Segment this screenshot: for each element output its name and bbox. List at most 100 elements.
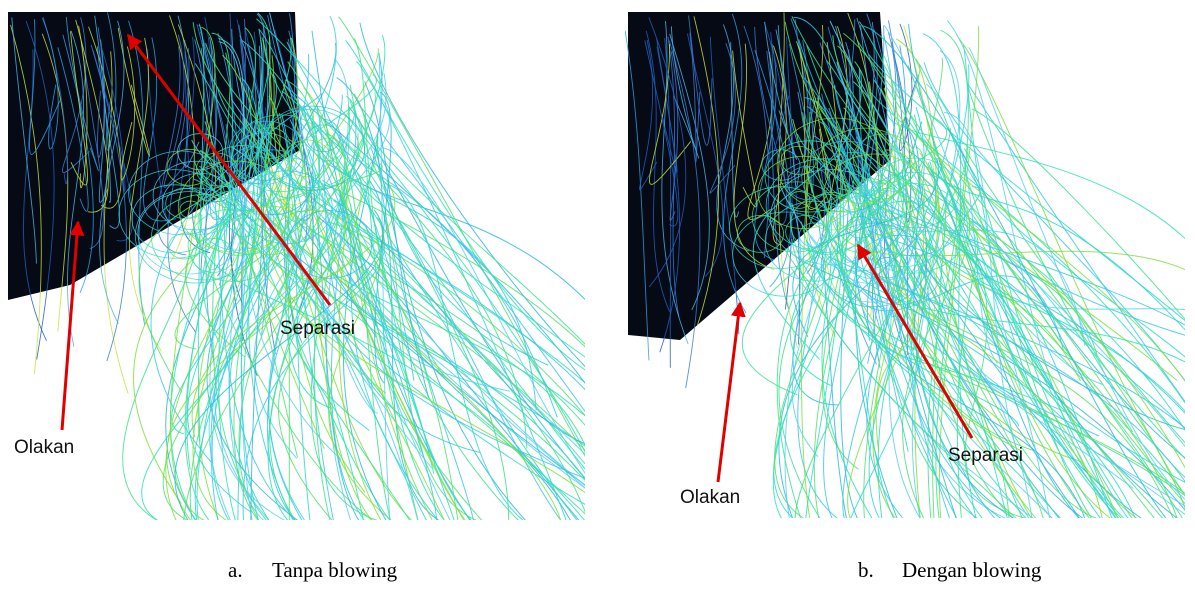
streamline [868, 54, 1185, 322]
streamline [688, 15, 713, 146]
streamline [852, 133, 916, 184]
streamline [754, 49, 792, 288]
streamline [649, 43, 692, 185]
streamline [191, 139, 585, 489]
streamline [120, 46, 136, 181]
streamline [232, 217, 257, 237]
streamline [813, 64, 921, 518]
streamline [211, 15, 337, 520]
streamline [80, 41, 104, 250]
streamline [807, 192, 856, 231]
streamline [639, 39, 658, 190]
streamline [259, 105, 366, 191]
streamline [187, 184, 255, 513]
streamline [828, 107, 1080, 518]
streamline [823, 153, 926, 236]
captions: a. Tanpa blowing b. Dengan blowing [228, 558, 1042, 582]
streamline [364, 81, 430, 398]
streamline [156, 46, 187, 256]
streamline [244, 142, 585, 451]
streamline [956, 247, 1129, 518]
streamline [877, 167, 1185, 431]
streamline [217, 32, 239, 172]
streamline [648, 17, 687, 288]
streamline [883, 24, 1051, 518]
streamline [75, 19, 109, 213]
streamline [837, 264, 1007, 518]
streamline [183, 133, 359, 520]
streamline [723, 13, 747, 314]
streamline [801, 140, 891, 213]
annotation: Olakan [680, 487, 740, 508]
streamline [267, 210, 290, 520]
streamline [197, 24, 205, 442]
streamline [196, 86, 252, 520]
streamline [777, 25, 807, 157]
streamline [871, 180, 896, 200]
streamline [773, 177, 901, 518]
streamline [754, 43, 777, 261]
streamline [230, 146, 278, 185]
streamline [854, 234, 943, 305]
streamline [791, 158, 832, 457]
streamline [218, 41, 253, 520]
caption: Tanpa blowing [272, 558, 398, 582]
streamline [860, 171, 966, 257]
streamline [118, 169, 231, 259]
annotation: Separasi [280, 318, 355, 339]
streamline [874, 256, 901, 279]
streamline [232, 114, 330, 193]
streamline [269, 36, 290, 213]
caption-label: a. [228, 558, 243, 582]
streamline [786, 36, 801, 345]
streamline [971, 108, 1185, 321]
streamline [829, 20, 1104, 386]
streamline [240, 28, 263, 520]
streamline [306, 124, 341, 152]
streamline [138, 123, 264, 393]
streamline [846, 216, 874, 239]
streamline [862, 25, 1167, 518]
streamline [935, 29, 969, 518]
streamline [165, 43, 337, 520]
streamline [780, 146, 817, 175]
caption: Dengan blowing [902, 558, 1042, 582]
streamline [669, 33, 710, 311]
streamline [326, 161, 483, 520]
streamline [770, 169, 890, 266]
streamline [105, 12, 117, 151]
streamline [820, 144, 873, 518]
streamline [62, 34, 94, 293]
streamline [966, 82, 1185, 403]
streamline [230, 98, 585, 487]
streamline [384, 183, 524, 520]
streamline [99, 20, 125, 325]
streamline [816, 97, 1178, 518]
streamline [900, 123, 1015, 518]
streamline [766, 50, 788, 226]
streamline [868, 64, 970, 518]
streamline [42, 17, 59, 150]
streamline [792, 157, 939, 338]
streamline [786, 165, 830, 201]
streamline [262, 39, 585, 358]
streamline [266, 120, 315, 520]
streamline [805, 159, 844, 518]
streamline [669, 51, 679, 221]
streamline [41, 33, 69, 332]
streamline [331, 134, 382, 520]
streamline [908, 23, 1179, 518]
streamline [267, 219, 422, 453]
streamline [278, 161, 585, 391]
streamline [378, 52, 391, 520]
streamline [645, 30, 671, 312]
streamline [709, 43, 736, 194]
streamline [816, 127, 913, 205]
streamline [357, 117, 445, 520]
streamline [258, 101, 364, 520]
streamline [241, 40, 578, 520]
streamline [736, 215, 784, 253]
streamline [117, 27, 150, 157]
streamline [256, 127, 585, 455]
streamline [313, 137, 343, 161]
